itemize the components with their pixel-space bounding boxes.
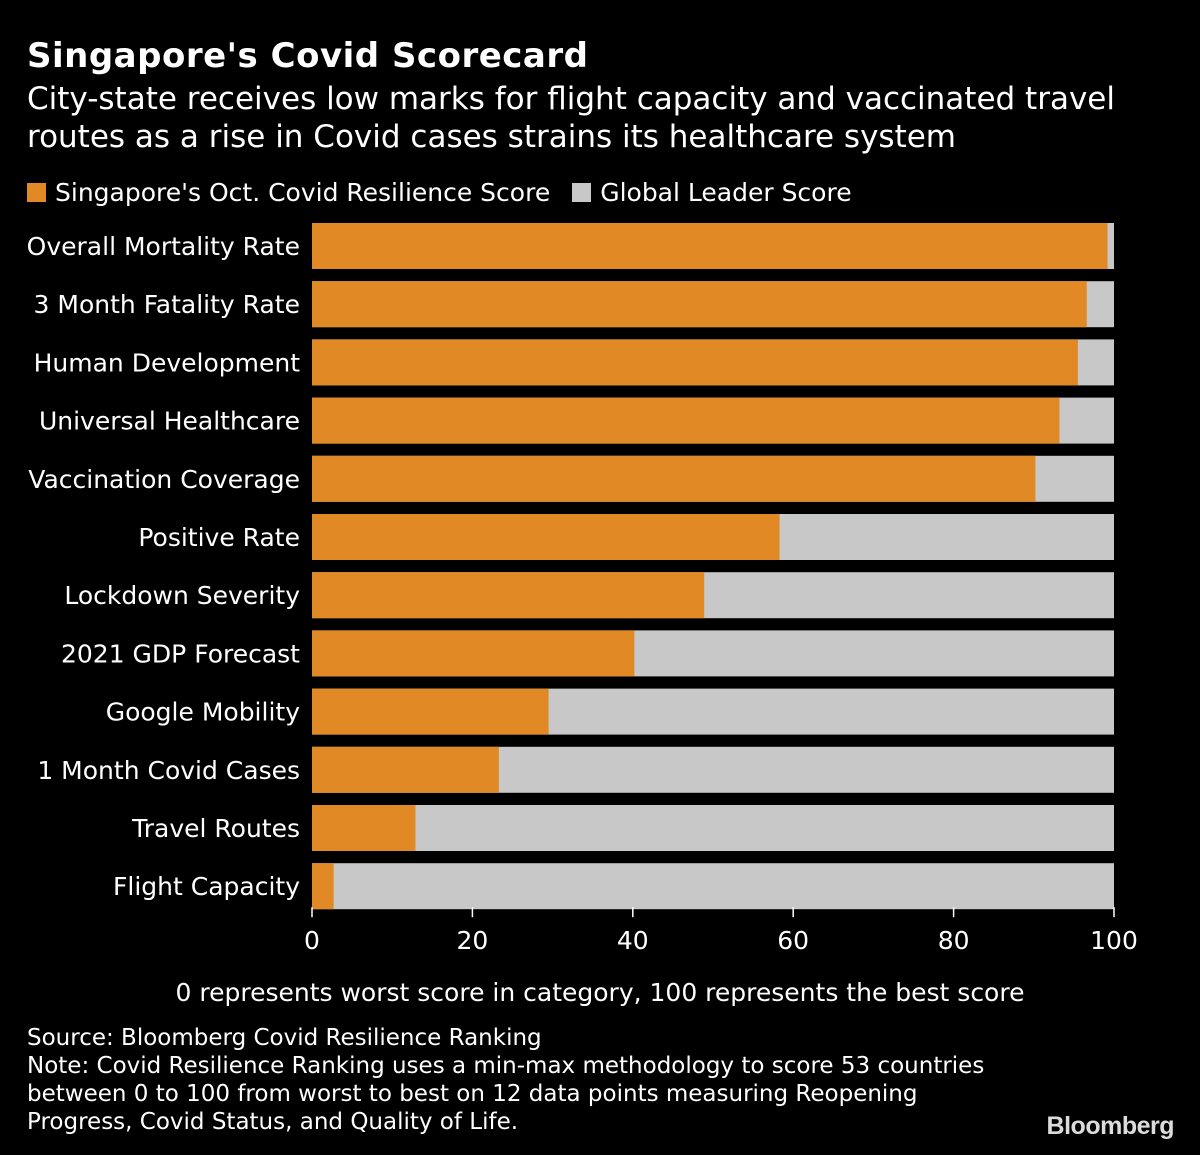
bar-singapore-universal-healthcare <box>312 397 1060 444</box>
bar-singapore-2021-gdp-forecast <box>312 630 635 677</box>
bar-singapore-overall-mortality-rate <box>312 223 1108 269</box>
legend-label-leader: Global Leader Score <box>600 178 852 207</box>
category-label: Human Development <box>34 348 301 377</box>
category-label: Travel Routes <box>131 814 300 843</box>
bar-singapore-1-month-covid-cases <box>312 746 499 793</box>
note-text: Note: Covid Resilience Ranking uses a mi… <box>27 1053 985 1135</box>
source-text: Source: Bloomberg Covid Resilience Ranki… <box>27 1025 542 1051</box>
axis-caption: 0 represents worst score in category, 10… <box>0 978 1200 1007</box>
category-label: Overall Mortality Rate <box>27 232 300 261</box>
bar-leader-travel-routes <box>312 805 1114 851</box>
bar-singapore-lockdown-severity <box>312 572 705 619</box>
category-label: Vaccination Coverage <box>28 465 300 494</box>
bar-singapore-3-month-fatality-rate <box>312 281 1087 328</box>
x-tick-label: 0 <box>304 926 320 955</box>
legend-item-singapore: Singapore's Oct. Covid Resilience Score <box>27 178 550 207</box>
x-tick-label: 40 <box>617 926 649 955</box>
category-label: Lockdown Severity <box>64 581 300 610</box>
x-tick-label: 100 <box>1090 926 1138 955</box>
category-label: Positive Rate <box>138 523 300 552</box>
bar-singapore-positive-rate <box>312 514 780 560</box>
category-label: 3 Month Fatality Rate <box>34 290 300 319</box>
x-tick-label: 20 <box>456 926 488 955</box>
bar-chart: Overall Mortality Rate 3 Month Fatality R… <box>27 223 1138 955</box>
x-tick-label: 80 <box>938 926 970 955</box>
legend-swatch-singapore <box>27 183 46 202</box>
category-label: 1 Month Covid Cases <box>37 756 300 785</box>
category-label: Universal Healthcare <box>39 407 300 436</box>
category-label: Flight Capacity <box>113 872 300 901</box>
bar-singapore-human-development <box>312 339 1078 386</box>
bar-singapore-flight-capacity <box>312 863 334 910</box>
bar-singapore-vaccination-coverage <box>312 455 1036 502</box>
category-label: 2021 GDP Forecast <box>61 639 300 668</box>
legend-label-singapore: Singapore's Oct. Covid Resilience Score <box>55 178 551 207</box>
legend-swatch-leader <box>572 183 592 202</box>
x-tick-label: 60 <box>777 926 809 955</box>
bar-singapore-travel-routes <box>312 805 416 851</box>
legend: Singapore's Oct. Covid Resilience Score … <box>27 178 874 207</box>
chart-title: Singapore's Covid Scorecard <box>27 36 589 76</box>
category-label: Google Mobility <box>106 698 300 727</box>
legend-item-leader: Global Leader Score <box>572 178 852 207</box>
bar-singapore-google-mobility <box>312 688 549 735</box>
bar-leader-flight-capacity <box>312 863 1114 910</box>
bloomberg-logo: Bloomberg <box>1046 1112 1175 1140</box>
chart-subtitle: City-state receives low marks for flight… <box>27 81 1115 155</box>
axis-caption-text: 0 represents worst score in category, 10… <box>175 978 1025 1007</box>
